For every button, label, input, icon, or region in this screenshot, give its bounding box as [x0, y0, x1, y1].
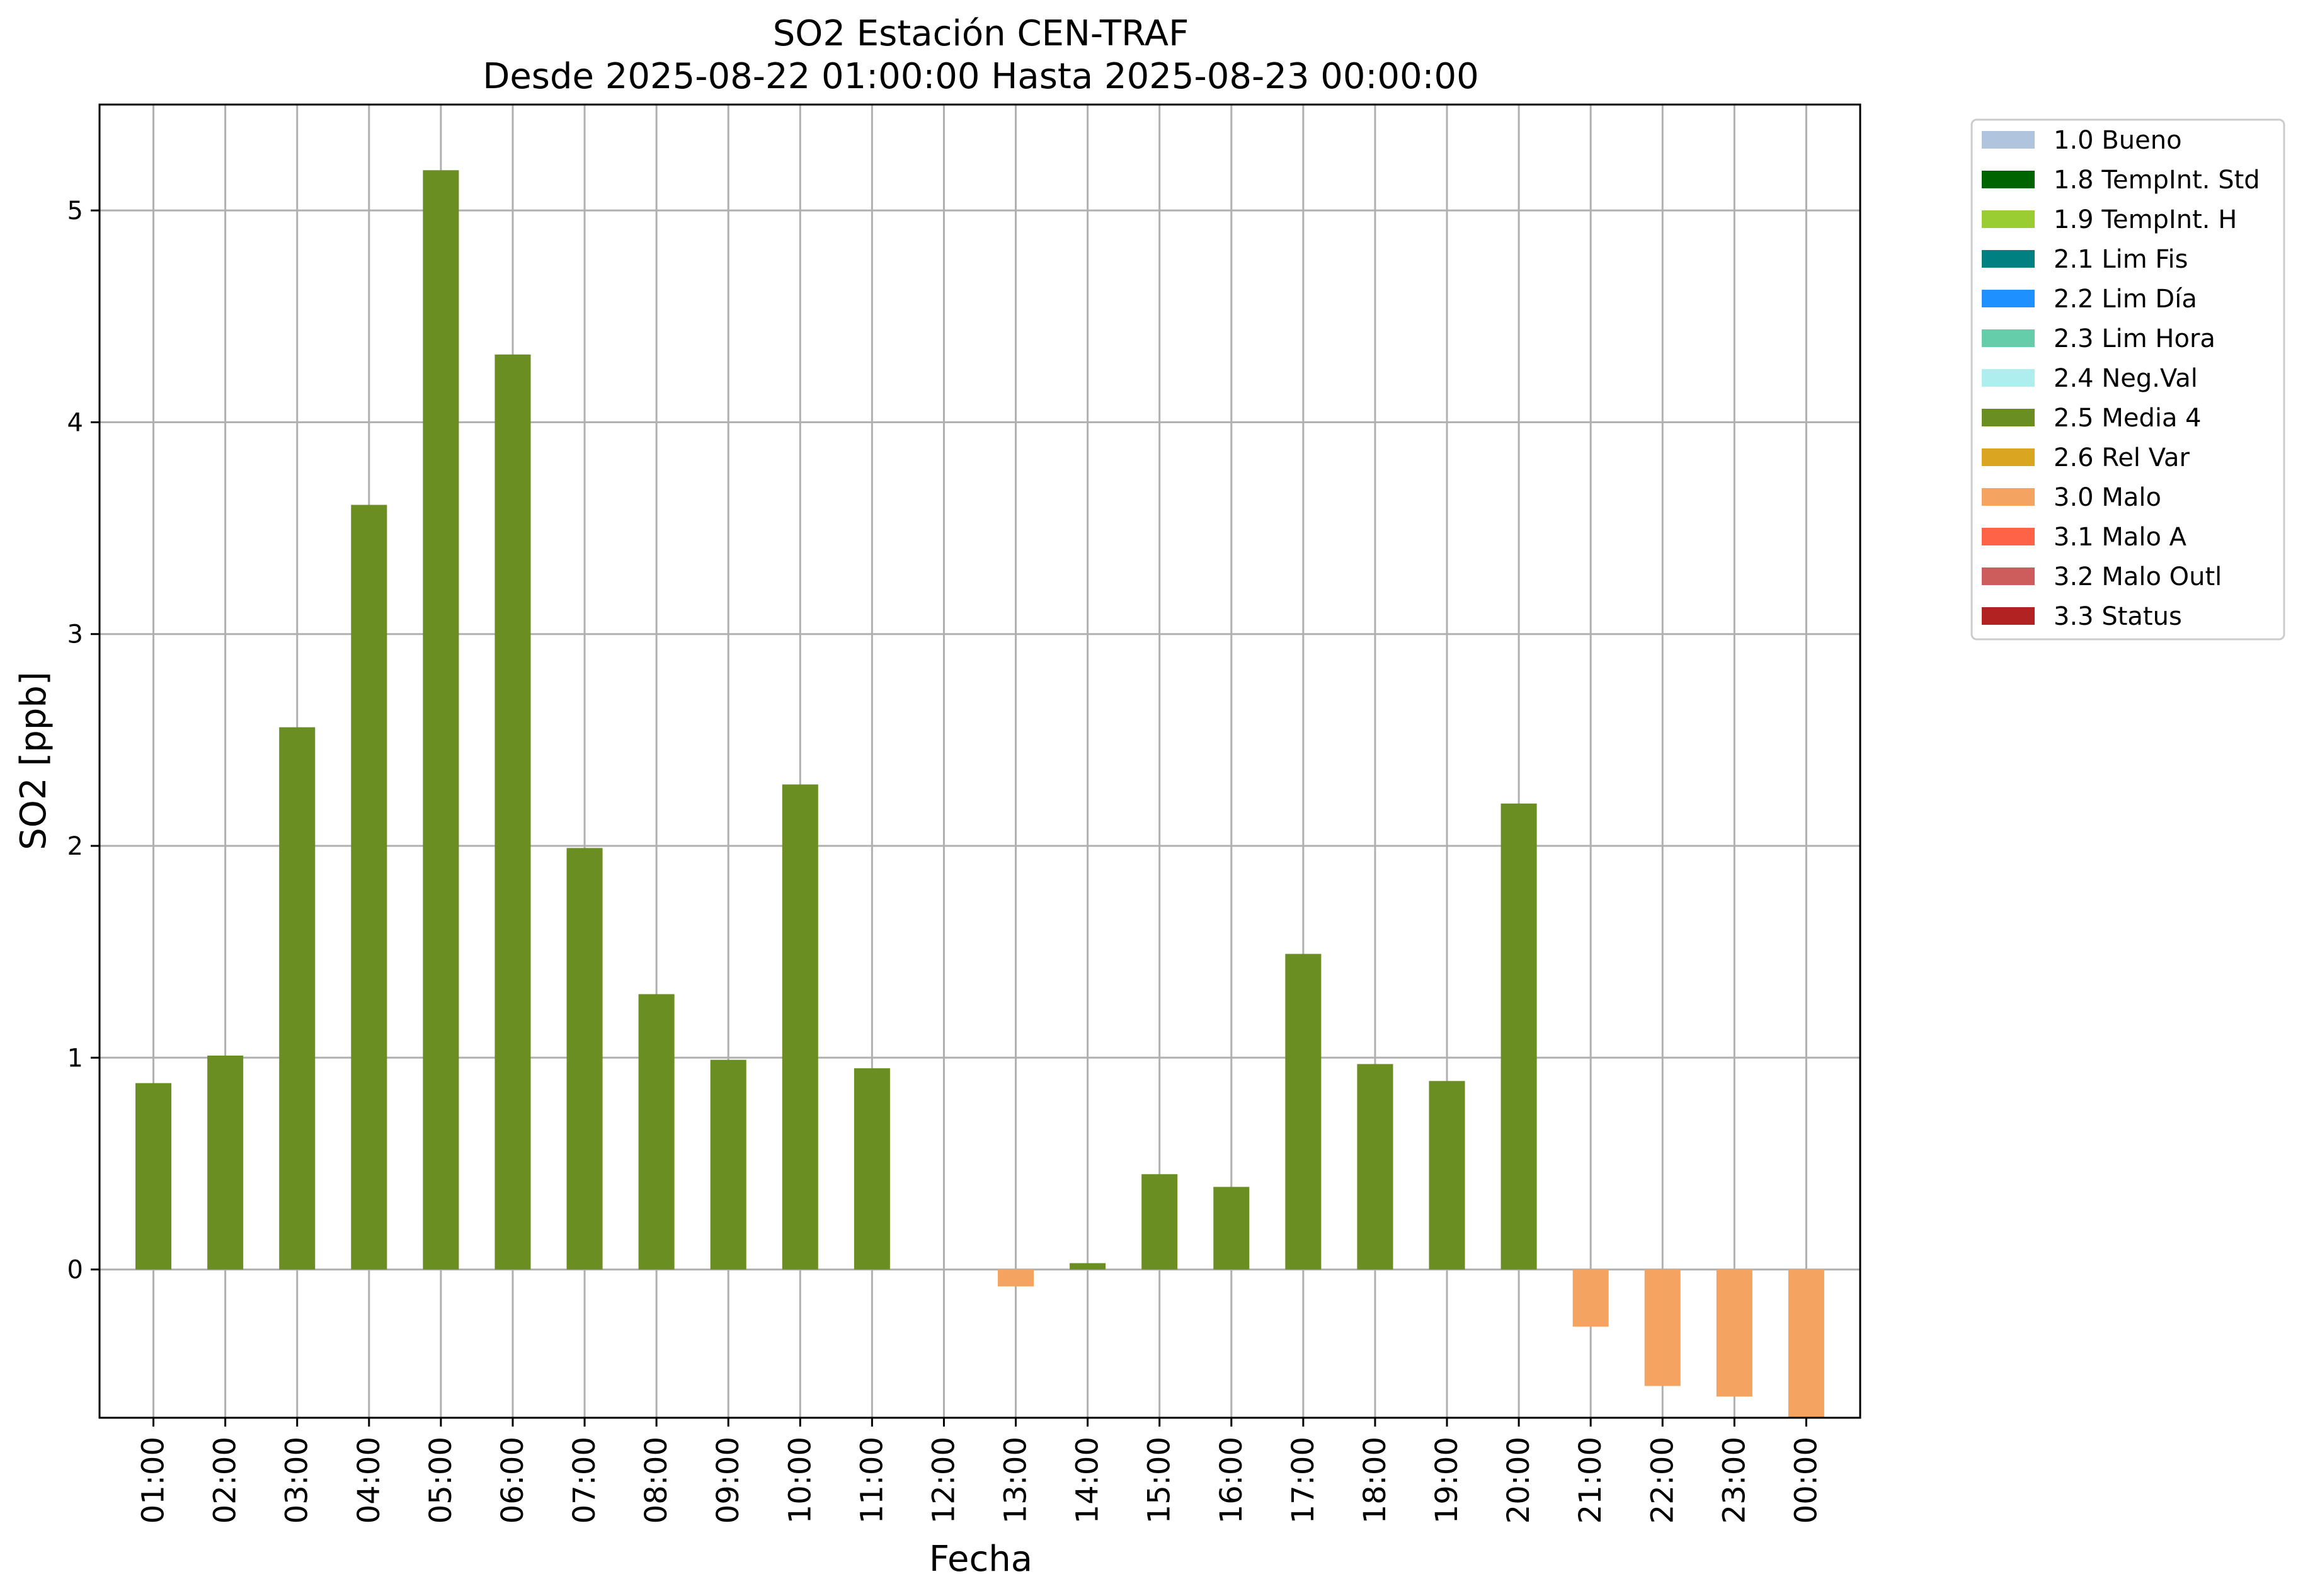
x-tick-label: 00:00: [1788, 1437, 1824, 1524]
legend-swatch: [1982, 329, 2035, 347]
legend-swatch: [1982, 250, 2035, 268]
x-tick-label: 10:00: [782, 1437, 818, 1524]
legend-swatch: [1982, 409, 2035, 426]
legend-box: [1970, 118, 2285, 641]
bar-2100: [1572, 1269, 1609, 1327]
bar-1900: [1429, 1081, 1465, 1270]
chart-title: SO2 Estación CEN-TRAF: [773, 13, 1189, 54]
x-tick-label: 18:00: [1357, 1437, 1393, 1524]
legend-entry: 1.8 TempInt. Std: [2054, 166, 2260, 195]
bar-1500: [1141, 1174, 1178, 1270]
legend-swatch: [1982, 210, 2035, 228]
legend-entry: 3.3 Status: [2054, 602, 2182, 631]
bar-1000: [782, 784, 818, 1270]
bar-0700: [566, 848, 603, 1270]
x-tick-label: 16:00: [1214, 1437, 1249, 1524]
bar-0000: [1788, 1269, 1824, 1418]
x-tick-label: 22:00: [1645, 1437, 1680, 1524]
x-tick-label: 14:00: [1070, 1437, 1106, 1524]
legend-entry: 2.1 Lim Fis: [2054, 245, 2188, 274]
bar-1400: [1070, 1263, 1106, 1270]
x-tick-label: 13:00: [998, 1437, 1034, 1524]
bar-2300: [1716, 1269, 1752, 1397]
bar-2000: [1500, 803, 1537, 1270]
bar-0100: [135, 1083, 172, 1270]
bar-0400: [351, 504, 387, 1270]
x-tick-label: 11:00: [854, 1437, 889, 1524]
legend-entry: 3.0 Malo: [2054, 483, 2161, 512]
legend-swatch: [1982, 448, 2035, 466]
legend-entry: 1.0 Bueno: [2054, 126, 2182, 155]
legend-entry: 2.4 Neg.Val: [2054, 364, 2198, 393]
legend: 1.0 Bueno 1.8 TempInt. Std 1.9 TempInt. H 2…: [1970, 118, 2285, 641]
y-axis-label: SO2 [ppb]: [13, 671, 54, 850]
legend-entry: 2.2 Lim Día: [2054, 285, 2197, 314]
legend-swatch: [1982, 131, 2035, 149]
bar-0300: [279, 727, 316, 1270]
x-tick-label: 06:00: [495, 1437, 530, 1524]
x-tick-label: 01:00: [136, 1437, 171, 1524]
y-tick-label: 2: [67, 832, 83, 861]
x-tick-label: 21:00: [1573, 1437, 1608, 1524]
legend-entry: 2.3 Lim Hora: [2054, 324, 2215, 353]
bar-2200: [1644, 1269, 1681, 1386]
x-tick-label: 19:00: [1429, 1437, 1465, 1524]
y-tick-label: 5: [67, 197, 83, 225]
legend-swatch: [1982, 171, 2035, 188]
bar-0800: [638, 994, 675, 1270]
bar-1800: [1357, 1064, 1393, 1270]
x-ticks: 01:00 02:00 03:00 04:00 05:00 06:00 07:00 08:00…: [136, 1418, 1824, 1524]
chart-subtitle: Desde 2025-08-22 01:00:00 Hasta 2025-08-…: [483, 56, 1479, 97]
x-tick-label: 12:00: [926, 1437, 961, 1524]
bar-0500: [423, 170, 459, 1270]
legend-swatch: [1982, 528, 2035, 545]
y-tick-label: 3: [67, 620, 83, 649]
bar-0600: [494, 354, 531, 1270]
y-tick-label: 4: [67, 408, 83, 437]
bars: [135, 170, 1824, 1418]
x-tick-label: 02:00: [208, 1437, 243, 1524]
legend-swatch: [1982, 369, 2035, 387]
y-ticks: 0 1 2 3 4 5: [67, 197, 100, 1285]
bar-1600: [1213, 1187, 1250, 1270]
x-tick-label: 17:00: [1286, 1437, 1321, 1524]
x-tick-label: 04:00: [351, 1437, 387, 1524]
legend-swatch: [1982, 567, 2035, 585]
x-tick-label: 15:00: [1142, 1437, 1177, 1524]
plot-frame: [98, 103, 1861, 1419]
x-axis-label: Fecha: [929, 1539, 1032, 1580]
bar-1300: [998, 1269, 1034, 1287]
legend-entry: 1.9 TempInt. H: [2054, 205, 2237, 234]
x-tick-label: 03:00: [280, 1437, 315, 1524]
legend-swatch: [1982, 607, 2035, 625]
legend-entry: 3.1 Malo A: [2054, 523, 2187, 552]
bar-1100: [854, 1068, 890, 1270]
x-tick-label: 23:00: [1717, 1437, 1752, 1524]
legend-entry: 2.5 Media 4: [2054, 404, 2202, 433]
legend-entry: 3.2 Malo Outl: [2054, 562, 2222, 591]
x-tick-label: 20:00: [1501, 1437, 1536, 1524]
legend-entry: 2.6 Rel Var: [2054, 443, 2190, 472]
x-tick-label: 08:00: [639, 1437, 674, 1524]
legend-swatch: [1982, 290, 2035, 307]
x-tick-label: 07:00: [567, 1437, 602, 1524]
legend-swatch: [1982, 488, 2035, 506]
bar-0200: [207, 1055, 244, 1270]
y-tick-label: 0: [67, 1256, 83, 1285]
bar-0900: [710, 1059, 746, 1270]
x-tick-label: 09:00: [711, 1437, 746, 1524]
bar-1700: [1285, 954, 1322, 1270]
y-tick-label: 1: [67, 1044, 83, 1073]
x-tick-label: 05:00: [423, 1437, 459, 1524]
